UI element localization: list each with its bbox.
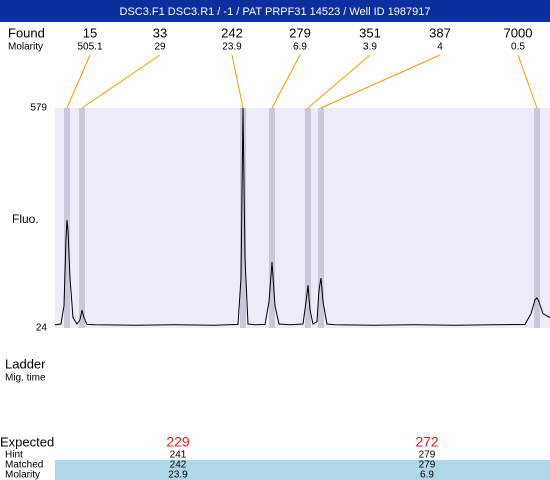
found-molarity: 0.5: [511, 42, 525, 53]
expected-value: 272: [415, 434, 439, 450]
expected-value: 23.9: [168, 470, 188, 480]
found-size: 15: [83, 25, 97, 40]
peak-connector: [81, 54, 161, 109]
found-label: Found: [8, 25, 45, 40]
found-molarity: 3.9: [363, 42, 377, 53]
peak-band: [534, 108, 540, 328]
found-size: 279: [289, 25, 311, 40]
expected-value: 279: [419, 450, 436, 461]
found-molarity: 23.9: [222, 42, 242, 53]
mig-time-label: Mig. time: [5, 373, 46, 384]
found-molarity: 6.9: [293, 42, 307, 53]
found-size: 387: [429, 25, 451, 40]
expected-row-label: Matched: [5, 460, 43, 471]
found-molarity: 505.1: [77, 42, 102, 53]
peak-connector: [307, 54, 371, 109]
peak-connector: [271, 54, 301, 109]
matched-band: [55, 460, 550, 480]
found-size: 7000: [504, 25, 533, 40]
peak-band: [240, 108, 246, 328]
ladder-label: Ladder: [5, 356, 46, 371]
title: DSC3.F1 DSC3.R1 / -1 / PAT PRPF31 14523 …: [120, 6, 431, 18]
peak-band: [64, 108, 70, 328]
peak-band: [269, 108, 275, 328]
peak-band: [318, 108, 324, 328]
expected-value: 6.9: [420, 470, 434, 480]
expected-row-label: Molarity: [5, 470, 40, 480]
y-tick-label: 579: [30, 103, 47, 114]
expected-row-label: Hint: [5, 450, 23, 461]
y-tick-label: 24: [36, 323, 48, 334]
peak-connector: [66, 54, 91, 109]
molarity-label: Molarity: [8, 42, 43, 53]
y-axis-label: Fluo.: [12, 212, 39, 226]
peak-connector: [231, 54, 244, 109]
found-size: 242: [221, 25, 243, 40]
expected-value: 241: [170, 450, 187, 461]
trace-line: [54, 107, 550, 326]
expected-row-label: Expected: [0, 434, 54, 449]
peak-band: [305, 108, 311, 328]
found-size: 33: [153, 25, 167, 40]
peak-connector: [517, 54, 538, 109]
peak-band: [79, 108, 85, 328]
found-size: 351: [359, 25, 381, 40]
expected-value: 242: [170, 460, 187, 471]
expected-value: 279: [419, 460, 436, 471]
peak-connector: [320, 54, 441, 109]
found-molarity: 29: [154, 42, 166, 53]
expected-value: 229: [166, 434, 190, 450]
title-bar: [0, 0, 550, 22]
found-molarity: 4: [437, 42, 443, 53]
plot-area: [55, 108, 550, 328]
